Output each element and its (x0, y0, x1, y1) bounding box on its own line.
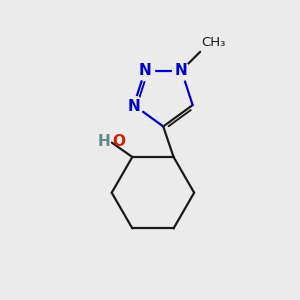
Text: N: N (175, 63, 188, 78)
Text: H: H (98, 134, 110, 149)
Text: O: O (112, 134, 125, 149)
Text: N: N (128, 99, 140, 114)
Text: CH₃: CH₃ (202, 36, 226, 50)
Text: N: N (139, 63, 152, 78)
